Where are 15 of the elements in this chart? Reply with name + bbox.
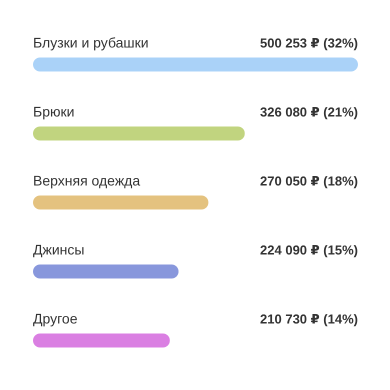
bar — [33, 334, 170, 348]
y-tick-label: Блузки и рубашки — [33, 34, 149, 50]
data-label: 210 730 ₽ (14%) — [260, 312, 358, 326]
y-tick-label: Верхняя одежда — [33, 172, 140, 188]
bar — [33, 126, 245, 140]
bar — [33, 264, 179, 278]
y-tick-label: Брюки — [33, 104, 74, 120]
data-label: 326 080 ₽ (21%) — [260, 104, 358, 120]
bar — [33, 58, 358, 72]
data-label: 270 050 ₽ (18%) — [260, 174, 358, 188]
bar — [33, 196, 208, 210]
y-tick-label: Джинсы — [33, 242, 84, 258]
data-label: 500 253 ₽ (32%) — [260, 36, 358, 50]
data-label: 224 090 ₽ (15%) — [260, 242, 358, 258]
y-tick-label: Другое — [33, 310, 78, 326]
